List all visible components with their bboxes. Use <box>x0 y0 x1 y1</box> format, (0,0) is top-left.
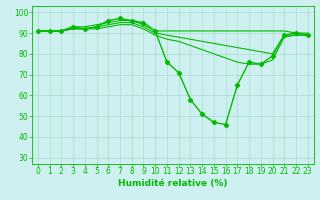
X-axis label: Humidité relative (%): Humidité relative (%) <box>118 179 228 188</box>
